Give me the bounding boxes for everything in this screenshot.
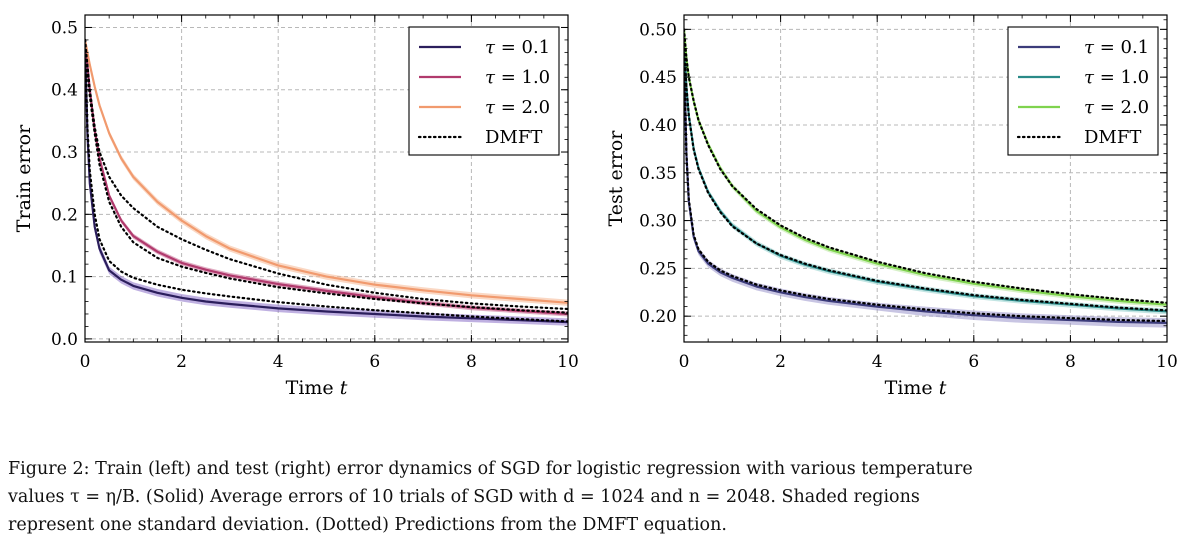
- caption-line-3: represent one standard deviation. (Dotte…: [8, 515, 727, 535]
- x-tick-label: 6: [968, 352, 979, 372]
- y-tick-label: 0.20: [639, 307, 677, 327]
- plot-area: [85, 33, 568, 326]
- series-line-2: [85, 39, 568, 304]
- legend-label-rest: = 1.0: [1094, 67, 1149, 88]
- std-band-2: [85, 36, 568, 306]
- dmft-line-5: [85, 38, 568, 323]
- x-tick-label: 0: [80, 352, 91, 372]
- x-tick-label: 8: [466, 352, 477, 372]
- y-axis-label: Test error: [605, 130, 627, 227]
- x-axis-label-var: t: [340, 377, 348, 399]
- caption-line-1: Figure 2: Train (left) and test (right) …: [8, 459, 973, 479]
- x-axis-label: Time t: [885, 377, 947, 399]
- x-tick-label: 0: [679, 352, 690, 372]
- y-tick-label: 0.50: [639, 20, 677, 40]
- legend-label-var: τ: [485, 37, 496, 58]
- x-axis-label: Time t: [286, 377, 348, 399]
- legend-label-rest: = 0.1: [1094, 37, 1149, 58]
- y-axis-label: Train error: [13, 124, 35, 232]
- x-tick-label: 2: [176, 352, 187, 372]
- y-tick-label: 0.35: [639, 164, 677, 184]
- legend-label-var: τ: [1084, 67, 1095, 88]
- y-tick-label: 0.0: [51, 330, 78, 350]
- y-tick-label: 0.3: [51, 143, 78, 163]
- x-axis-label-var: t: [939, 377, 947, 399]
- x-tick-label: 4: [872, 352, 883, 372]
- legend-label-rest: = 1.0: [495, 67, 550, 88]
- y-tick-label: 0.5: [51, 18, 78, 38]
- y-tick-label: 0.25: [639, 259, 677, 279]
- x-axis-label-text: Time: [286, 377, 340, 399]
- dmft-line-5: [684, 47, 1167, 323]
- figure-caption: Figure 2: Train (left) and test (right) …: [8, 455, 1188, 539]
- dmft-line-4: [684, 37, 1167, 312]
- dmft-line-3: [85, 38, 568, 311]
- series-line-0: [85, 39, 568, 324]
- y-tick-label: 0.1: [51, 268, 78, 288]
- legend-label-rest: = 0.1: [495, 37, 550, 58]
- legend-label: DMFT: [1084, 127, 1141, 148]
- train-error-chart: 0 2 4 6 8 10 0.0 0.1 0.2 0.3 0.4 0.5 Time t Train err…: [13, 14, 579, 399]
- legend-label: τ = 2.0: [485, 97, 550, 118]
- legend-label: τ = 1.0: [485, 67, 550, 88]
- legend-label-rest: = 2.0: [1094, 97, 1149, 118]
- legend-box: [1007, 26, 1159, 156]
- y-tick-label: 0.40: [639, 116, 677, 136]
- x-tick-label: 2: [775, 352, 786, 372]
- y-tick-label: 0.4: [51, 81, 78, 101]
- caption-line-2: values τ = η/B. (Solid) Average errors o…: [8, 487, 920, 507]
- series-line-0: [684, 48, 1167, 324]
- dmft-line-3: [684, 28, 1167, 304]
- legend-label-var: τ: [485, 67, 496, 88]
- x-tick-label: 6: [369, 352, 380, 372]
- dmft-line-4: [85, 38, 568, 314]
- legend-label: τ = 0.1: [1084, 37, 1149, 58]
- legend-label: τ = 2.0: [1084, 97, 1149, 118]
- x-tick-label: 4: [273, 352, 284, 372]
- x-axis-label-text: Time: [885, 377, 939, 399]
- legend-label: DMFT: [485, 127, 542, 148]
- plot-area: [684, 26, 1167, 328]
- y-tick-label: 0.45: [639, 68, 677, 88]
- legend-label-var: τ: [1084, 97, 1095, 118]
- figure: 0 2 4 6 8 10 0.0 0.1 0.2 0.3 0.4 0.5 Time t Train err…: [13, 14, 1178, 399]
- legend-label-var: τ: [485, 97, 496, 118]
- legend-label: τ = 1.0: [1084, 67, 1149, 88]
- y-tick-label: 0.2: [51, 205, 78, 225]
- legend-label-var: τ: [1084, 37, 1095, 58]
- y-tick-label: 0.30: [639, 212, 677, 232]
- legend-label: τ = 0.1: [485, 37, 550, 58]
- x-tick-label: 8: [1065, 352, 1076, 372]
- legend-box: [408, 26, 560, 156]
- x-tick-label: 10: [1156, 352, 1178, 372]
- x-tick-label: 10: [557, 352, 579, 372]
- legend-label-rest: = 2.0: [495, 97, 550, 118]
- test-error-chart: 0 2 4 6 8 10 0.20 0.25 0.30 0.35 0.40 0.45 0.50 Time …: [605, 14, 1178, 399]
